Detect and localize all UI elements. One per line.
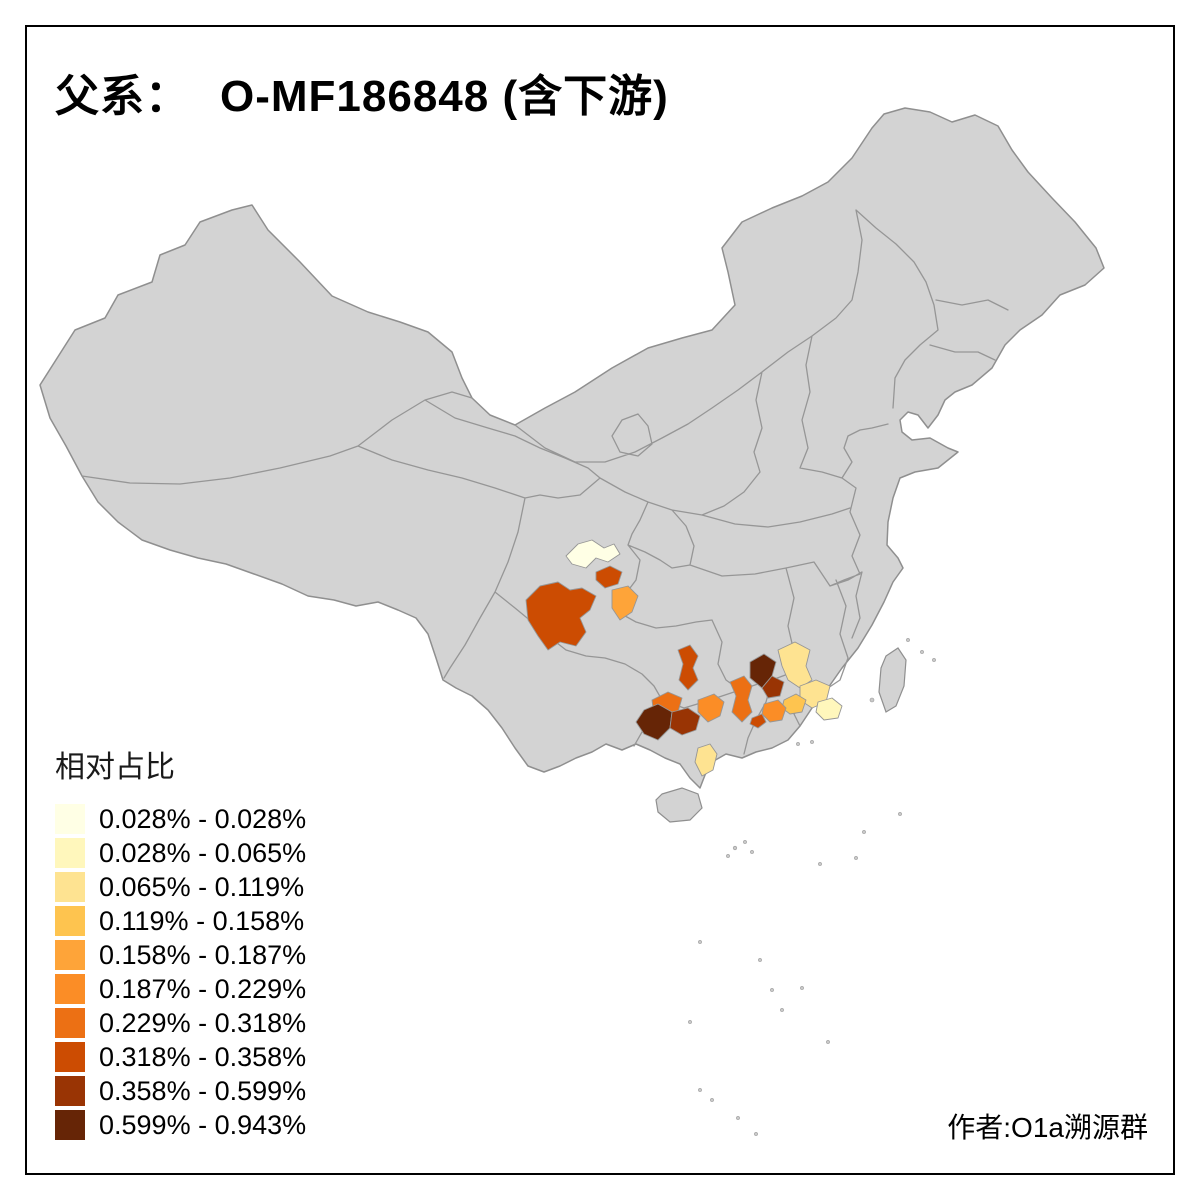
china-mainland (39, 107, 1105, 789)
legend-item: 0.599% - 0.943% (55, 1108, 306, 1142)
map-title: 父系： O-MF186848 (含下游) (55, 60, 669, 124)
legend-item: 0.065% - 0.119% (55, 870, 306, 904)
legend-item: 0.318% - 0.358% (55, 1040, 306, 1074)
region-chongqing-south (611, 585, 639, 621)
legend-swatch (55, 940, 85, 970)
legend-swatch (55, 804, 85, 834)
hainan-island (655, 787, 703, 823)
attribution-text: 作者:O1a溯源群 (947, 1112, 1148, 1143)
legend-item: 0.229% - 0.318% (55, 1006, 306, 1040)
region-sichuan-north (565, 539, 621, 569)
legend-title: 相对占比 (55, 751, 175, 784)
legend-label: 0.318% - 0.358% (99, 1041, 307, 1072)
region-guizhou-central (677, 644, 699, 691)
region-guangxi-central (697, 693, 725, 723)
legend-swatch (55, 1076, 85, 1106)
legend-label: 0.599% - 0.943% (99, 1109, 307, 1140)
legend-label: 0.028% - 0.028% (99, 803, 307, 834)
region-pearl-delta-small (749, 713, 767, 729)
legend-swatch (55, 1008, 85, 1038)
region-chongqing-west (595, 565, 623, 589)
legend-item: 0.119% - 0.158% (55, 904, 306, 938)
legend-label: 0.158% - 0.187% (99, 939, 307, 970)
legend-swatch (55, 1110, 85, 1140)
map-title-lineage: 父系： (55, 72, 190, 121)
legend-item: 0.187% - 0.229% (55, 972, 306, 1006)
legend-label: 0.065% - 0.119% (99, 871, 305, 902)
legend: 相对占比 0.028% - 0.028% 0.028% - 0.065% 0.0… (55, 742, 306, 1142)
legend-swatch (55, 872, 85, 902)
region-guangxi-south (669, 707, 701, 736)
region-guangdong-north-2 (761, 675, 785, 699)
legend-label: 0.358% - 0.599% (99, 1075, 307, 1106)
region-zhanjiang (694, 743, 718, 777)
legend-label: 0.187% - 0.229% (99, 973, 307, 1004)
legend-item: 0.028% - 0.065% (55, 836, 306, 870)
legend-swatch (55, 838, 85, 868)
region-chaoshan (815, 697, 843, 721)
legend-swatch (55, 906, 85, 936)
taiwan-island (878, 647, 907, 713)
legend-swatch (55, 974, 85, 1004)
legend-swatch (55, 1042, 85, 1072)
region-guangxi-east (729, 675, 753, 723)
legend-label: 0.229% - 0.318% (99, 1007, 307, 1038)
region-guangdong-east (777, 641, 813, 689)
legend-label: 0.119% - 0.158% (99, 905, 305, 936)
legend-label: 0.028% - 0.065% (99, 837, 307, 868)
legend-item: 0.358% - 0.599% (55, 1074, 306, 1108)
map-title-haplogroup: O-MF186848 (含下游) (220, 72, 669, 121)
region-sichuan-west (525, 581, 597, 651)
legend-item: 0.028% - 0.028% (55, 802, 306, 836)
south-china-sea-islands (688, 638, 936, 1136)
legend-item: 0.158% - 0.187% (55, 938, 306, 972)
